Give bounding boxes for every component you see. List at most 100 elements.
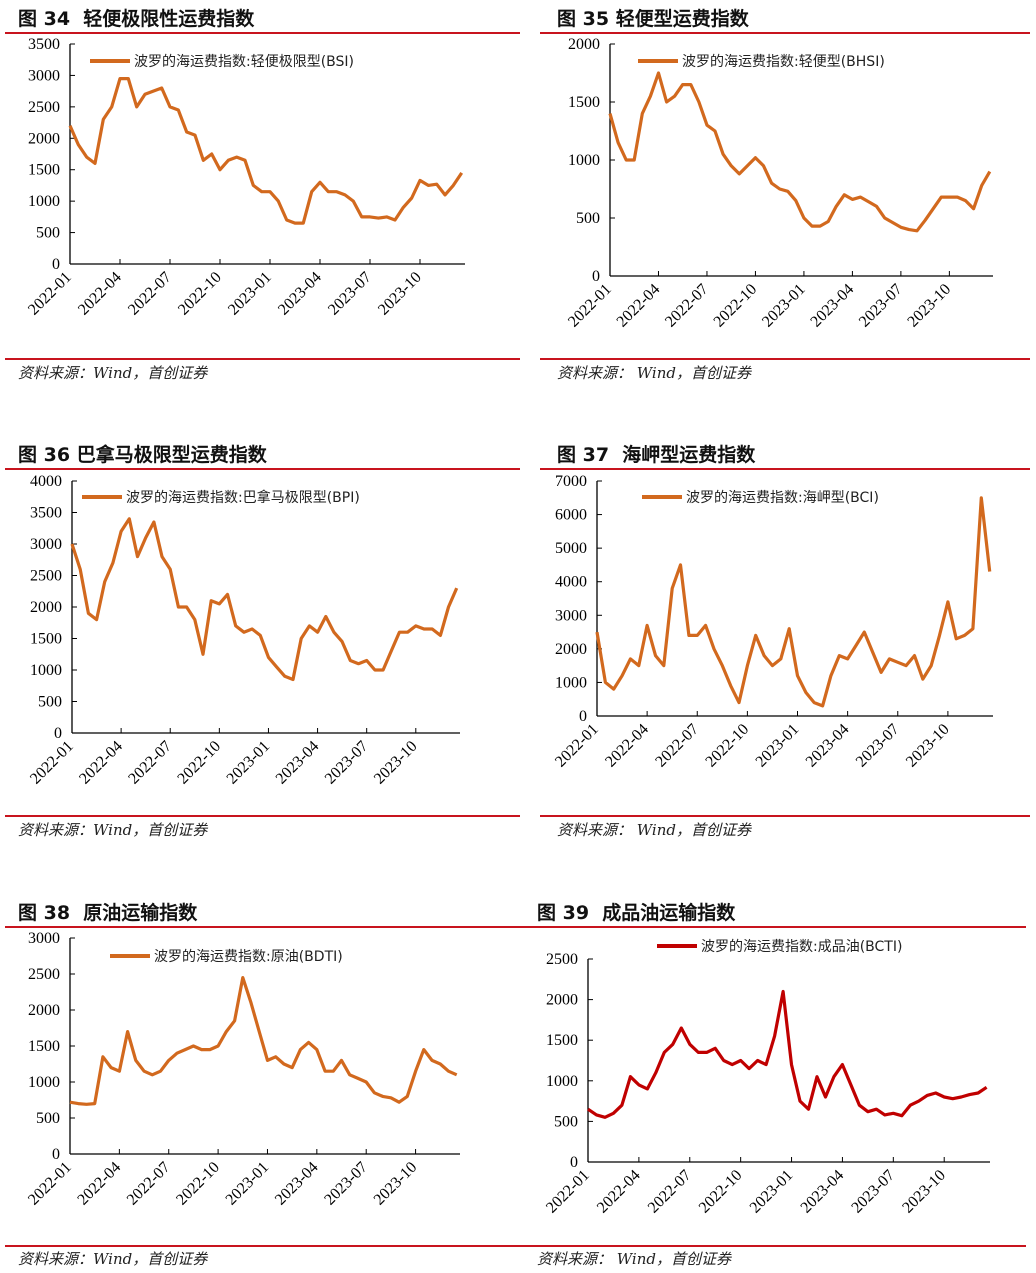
x-tick-label: 2023-07	[848, 1167, 898, 1217]
x-tick-label: 2022-10	[173, 1159, 223, 1209]
y-tick-label: 500	[36, 1110, 60, 1127]
x-tick-label: 2022-04	[602, 721, 652, 771]
x-tick-label: 2022-04	[614, 281, 664, 331]
y-tick-label: 3000	[28, 930, 60, 947]
x-tick-label: 2022-07	[125, 738, 175, 788]
x-tick-label: 2022-01	[25, 1159, 75, 1209]
legend-label: 波罗的海运费指数:巴拿马极限型(BPI)	[126, 489, 360, 506]
y-tick-label: 0	[570, 1154, 578, 1171]
x-tick-label: 2022-04	[74, 1159, 124, 1209]
y-tick-label: 3500	[30, 505, 62, 522]
x-tick-label: 2023-01	[753, 721, 803, 771]
y-tick-label: 1500	[546, 1032, 578, 1049]
y-tick-label: 500	[576, 210, 600, 227]
y-tick-label: 6000	[555, 507, 587, 524]
chart-title-35: 图 35 轻便型运费指数	[557, 4, 749, 31]
figure-title: 巴拿马极限型运费指数	[76, 444, 267, 466]
y-tick-label: 1000	[546, 1073, 578, 1090]
y-tick-label: 1500	[568, 94, 600, 111]
y-tick-label: 2000	[30, 599, 62, 616]
y-tick-label: 1500	[28, 162, 60, 179]
x-tick-label: 2022-04	[594, 1167, 644, 1217]
y-tick-label: 500	[38, 694, 62, 711]
x-tick-label: 2022-10	[711, 281, 761, 331]
x-tick-label: 2023-04	[273, 738, 323, 788]
figure-number: 图 39	[537, 902, 590, 924]
x-tick-label: 2023-07	[325, 269, 375, 319]
figure-number: 图 36	[18, 444, 71, 466]
series-line	[69, 976, 458, 1106]
header-rule	[540, 32, 1030, 34]
legend-label: 波罗的海运费指数:轻便极限型(BSI)	[134, 54, 354, 70]
figure-title: 轻便型运费指数	[615, 8, 749, 30]
x-tick-label: 2022-01	[552, 721, 602, 771]
series-line	[608, 71, 992, 233]
figure-title: 原油运输指数	[83, 902, 198, 924]
series-line	[68, 77, 464, 225]
y-tick-label: 2500	[28, 99, 60, 116]
source-note: 资料来源：Wind，首创证券	[18, 364, 208, 382]
footer-rule	[5, 358, 520, 360]
y-tick-label: 3500	[28, 36, 60, 53]
x-tick-label: 2023-01	[224, 738, 274, 788]
footer-rule	[5, 815, 520, 817]
y-tick-label: 1000	[28, 193, 60, 210]
figure-title: 成品油运输指数	[602, 902, 736, 924]
x-tick-label: 2022-01	[25, 269, 75, 319]
x-tick-label: 2022-10	[174, 738, 224, 788]
y-tick-label: 2000	[555, 641, 587, 658]
chart-35: 05001000150020002022-012022-042022-07202…	[565, 36, 993, 331]
y-tick-label: 3000	[555, 607, 587, 624]
y-tick-label: 2500	[546, 951, 578, 968]
x-tick-label: 2022-07	[652, 721, 702, 771]
header-rule	[5, 468, 520, 470]
x-tick-label: 2023-10	[904, 281, 954, 331]
y-tick-label: 2000	[28, 1002, 60, 1019]
x-tick-label: 2022-07	[125, 269, 175, 319]
chart-title-39: 图 39 成品油运输指数	[537, 898, 735, 925]
figure-number: 图 38	[18, 902, 71, 924]
x-tick-label: 2023-10	[371, 738, 421, 788]
y-tick-label: 2000	[546, 992, 578, 1009]
footer-rule	[520, 1245, 1026, 1247]
y-tick-label: 1000	[28, 1074, 60, 1091]
x-tick-label: 2023-01	[223, 1159, 273, 1209]
legend-label: 波罗的海运费指数:成品油(BCTI)	[701, 939, 902, 955]
header-rule	[5, 926, 520, 928]
series-line	[70, 517, 459, 682]
figure-title: 轻便极限性运费指数	[83, 8, 255, 30]
x-tick-label: 2023-01	[225, 269, 275, 319]
footer-rule	[5, 1245, 520, 1247]
x-tick-label: 2023-10	[371, 1159, 421, 1209]
y-tick-label: 0	[52, 1146, 60, 1163]
footer-rule	[540, 358, 1030, 360]
y-tick-label: 3000	[30, 536, 62, 553]
y-tick-label: 2500	[30, 568, 62, 585]
x-tick-label: 2023-04	[808, 281, 858, 331]
x-tick-label: 2022-01	[27, 738, 77, 788]
figure-title: 海岬型运费指数	[622, 444, 756, 466]
chart-39: 0 500 1000 1500 2000 2500 2022-01 2022-04 2022-0…	[543, 939, 990, 1217]
x-tick-label: 2022-07	[124, 1159, 174, 1209]
x-tick-label: 2023-04	[798, 1167, 848, 1217]
x-tick-label: 2023-04	[272, 1159, 322, 1209]
source-note: 资料来源： Wind，首创证券	[557, 364, 751, 382]
x-tick-label: 2023-10	[903, 721, 953, 771]
figure-number: 图 35	[557, 8, 610, 30]
x-tick-label: 2022-01	[565, 281, 615, 331]
figure-number: 图 34	[18, 8, 71, 30]
x-tick-label: 2022-04	[76, 738, 126, 788]
header-rule	[5, 32, 520, 34]
series-line	[595, 496, 992, 708]
y-tick-label: 3000	[28, 67, 60, 84]
x-tick-label: 2023-04	[275, 269, 325, 319]
series-line	[587, 989, 988, 1119]
x-tick-label: 2023-01	[759, 281, 809, 331]
source-note: 资料来源： Wind，首创证券	[557, 821, 751, 839]
chart-title-34: 图 34 轻便极限性运费指数	[18, 4, 254, 31]
y-tick-label: 0	[54, 725, 62, 742]
x-tick-label: 2023-10	[899, 1167, 949, 1217]
